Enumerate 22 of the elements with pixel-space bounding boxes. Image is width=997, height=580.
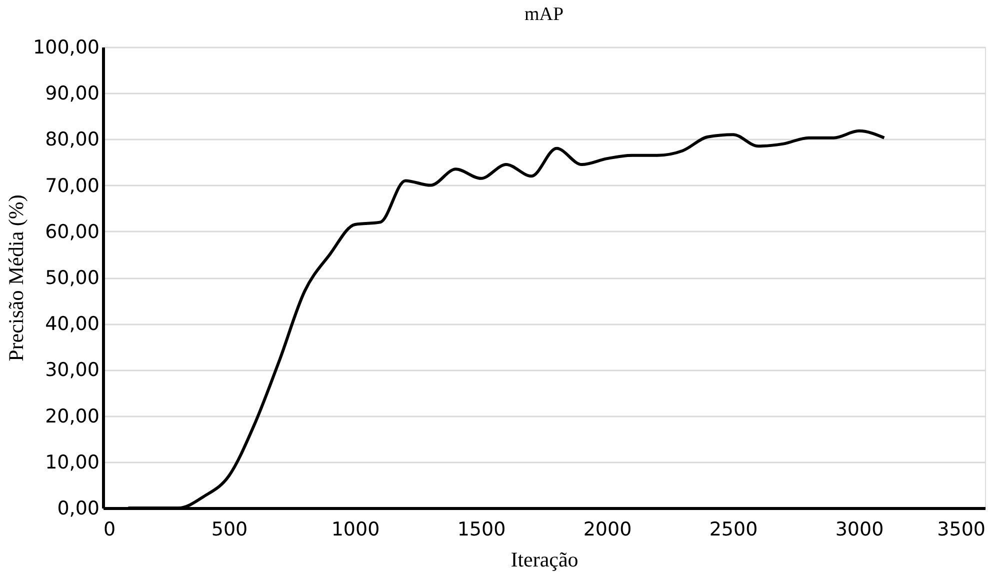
y-tick-label: 50,00	[45, 267, 100, 289]
y-tick-label: 60,00	[45, 220, 100, 243]
y-tick-label: 80,00	[45, 128, 100, 151]
y-axis-title: Precisão Média (%)	[4, 194, 28, 362]
x-tick-label: 1500	[457, 518, 506, 540]
x-tick-label: 0	[104, 518, 116, 540]
y-tick-label: 20,00	[45, 405, 100, 428]
y-tick-label: 0,00	[57, 498, 100, 520]
x-tick-label: 500	[211, 518, 248, 540]
y-tick-label: 40,00	[45, 313, 100, 336]
x-tick-label: 3500	[937, 518, 986, 540]
x-tick-label: 2000	[583, 518, 632, 540]
y-tick-label: 30,00	[45, 359, 100, 382]
x-tick-label: 3000	[835, 518, 884, 540]
y-tick-label: 100,00	[33, 36, 100, 58]
y-tick-label: 90,00	[45, 82, 100, 105]
y-tick-label: 70,00	[45, 174, 100, 197]
x-tick-label: 1000	[331, 518, 380, 540]
y-tick-label: 10,00	[45, 451, 100, 474]
x-tick-label: 2500	[709, 518, 758, 540]
chart-title: mAP	[524, 4, 564, 25]
x-axis-title: Iteração	[510, 548, 578, 572]
